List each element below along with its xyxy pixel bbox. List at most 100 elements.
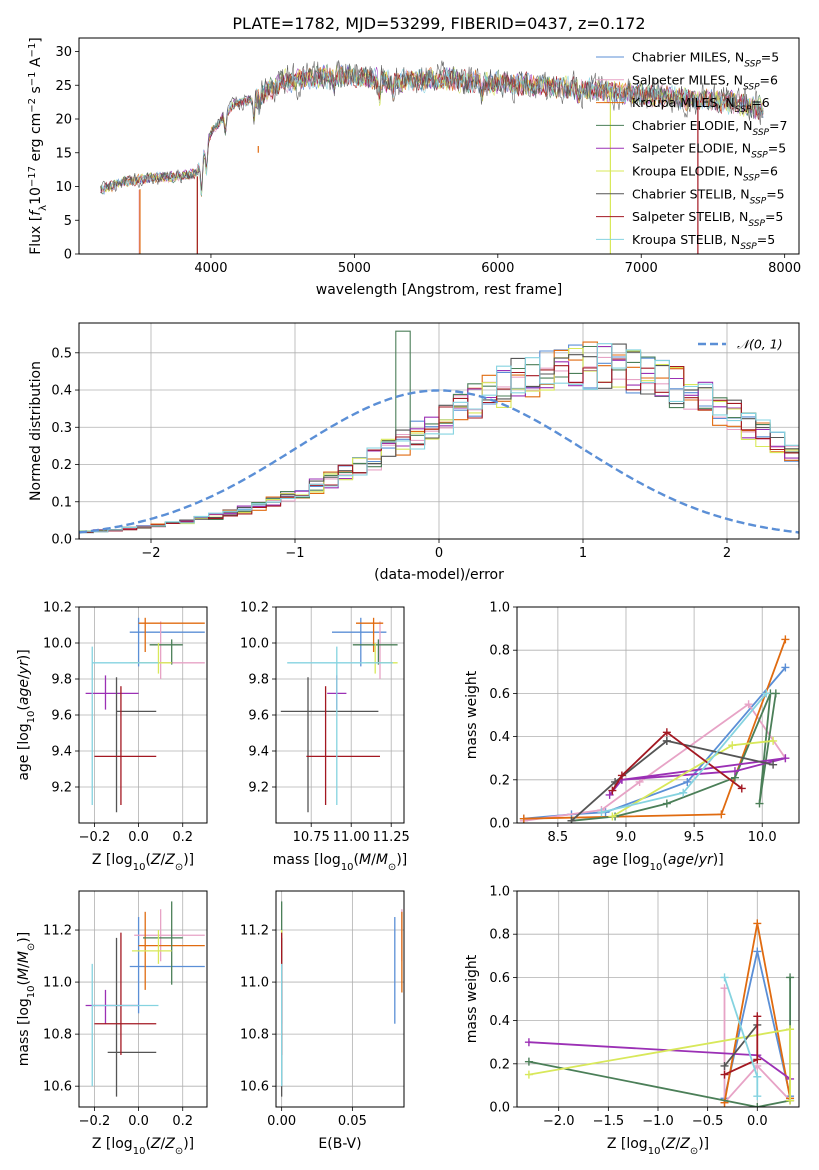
y-tick-label: 0.6 — [489, 687, 510, 702]
weight-marker — [608, 786, 617, 795]
label-part: ( — [662, 852, 667, 868]
y-tick-label: 10.8 — [240, 1028, 269, 1043]
label-part: Z — [164, 1136, 175, 1152]
legend-sub: SSP — [735, 105, 752, 115]
errorbar-chabrier-stelib — [107, 937, 157, 1097]
legend-entry-chabrier-miles: Chabrier MILES, NSSP=5 — [632, 50, 779, 70]
weight-marker — [730, 767, 739, 776]
legend-text: Chabrier MILES, N — [632, 50, 744, 65]
label-part: )] — [183, 852, 194, 868]
label-part: 10 — [26, 985, 37, 998]
legend-entry-salpeter-stelib: Salpeter STELIB, NSSP=5 — [632, 209, 783, 229]
label-part: Z — [150, 852, 161, 868]
axes-frame — [78, 37, 800, 255]
x-axis-label: E(B-V) — [318, 1136, 361, 1152]
weight-marker — [608, 812, 617, 821]
weight-series-chabrier-stelib — [567, 736, 778, 823]
x-axis-label: (data-model)/error — [374, 567, 504, 583]
label-part: Z — [164, 852, 175, 868]
label-part: ( — [145, 1136, 150, 1152]
x-tick-label: 11.00 — [333, 830, 370, 845]
plot-area — [524, 919, 795, 1107]
label-part: Z [log — [92, 1136, 133, 1152]
errorbar-chabrier-elodie — [149, 639, 183, 665]
panel-age-vs-mass: 10.75 11.00 11.25 9.2 9.4 9.6 9.8 10.0 10.2 mass … — [240, 601, 410, 873]
legend-sub: SSP — [750, 196, 767, 206]
label-part: )] — [713, 852, 724, 868]
x-tick-label: 10.75 — [293, 830, 330, 845]
label-part: ⊙ — [175, 1146, 183, 1157]
label-part: )] — [183, 1136, 194, 1152]
axes-frame — [516, 606, 800, 824]
panel-weight-vs-age: 8.5 9.0 9.5 10.0 0.0 0.2 0.4 0.6 0.8 1.0 age [log1… — [464, 601, 800, 873]
weight-line — [723, 1024, 759, 1067]
legend-sub: SSP — [740, 242, 757, 252]
weight-line — [611, 731, 743, 792]
label-part: )] — [16, 649, 32, 660]
weight-series-salpeter-stelib — [608, 728, 746, 795]
x-tick-label: 11.25 — [373, 830, 410, 845]
x-tick-label: 0.2 — [172, 830, 193, 845]
x-tick-label: 6000 — [481, 261, 514, 276]
axes-frame — [275, 890, 405, 1108]
legend-entry-kroupa-stelib: Kroupa STELIB, NSSP=5 — [632, 232, 775, 252]
y-tick-label: 10.6 — [240, 1080, 269, 1095]
plot-area — [85, 617, 205, 813]
y-tick-label: 0.0 — [489, 817, 510, 832]
legend-n: =5 — [757, 232, 775, 247]
weight-marker — [662, 799, 671, 808]
y-tick-label: 10.6 — [43, 1080, 72, 1095]
y-tick-label: 0.2 — [489, 773, 510, 788]
legend-text: Chabrier ELODIE, N — [632, 118, 752, 133]
weight-marker — [753, 947, 762, 956]
axes-frame — [78, 606, 208, 824]
label-part: ⊙ — [175, 862, 183, 873]
label-part: age [log — [592, 852, 649, 868]
label-part: / — [676, 1136, 681, 1152]
label-part: M — [359, 852, 371, 868]
panel-spectrum: 4000 5000 6000 7000 8000 0 5 10 15 20 25 30 waveleng… — [27, 37, 802, 298]
weight-marker — [753, 1103, 762, 1107]
x-tick-label: 0.2 — [172, 1114, 193, 1129]
x-tick-label: 8000 — [768, 261, 801, 276]
weight-marker — [720, 1070, 729, 1079]
legend-sub: SSP — [751, 151, 768, 161]
label-part: / — [694, 852, 699, 868]
y-tick-label: 9.2 — [248, 781, 269, 796]
weight-marker — [781, 754, 790, 763]
legend-entry-kroupa-miles: Kroupa MILES, NSSP=6 — [632, 95, 770, 115]
weight-marker — [605, 790, 614, 799]
weight-marker — [524, 1070, 533, 1079]
x-tick-label: −1.0 — [642, 1114, 674, 1129]
label-part: −2 — [27, 98, 38, 113]
label-part: A — [28, 57, 44, 71]
x-tick-label: 2 — [723, 546, 731, 561]
label-part: Z — [665, 1136, 676, 1152]
x-tick-label: −2.0 — [543, 1114, 575, 1129]
label-part: Z — [679, 1136, 690, 1152]
weight-series-salpeter-stelib — [720, 1012, 762, 1079]
y-tick-label: 11.2 — [240, 924, 269, 939]
legend-n: =7 — [769, 118, 787, 133]
weight-marker — [597, 808, 606, 817]
label-part: ( — [16, 705, 32, 710]
legend-n: =5 — [765, 209, 783, 224]
y-axis-label: mass weight — [464, 954, 480, 1043]
legend-entry-salpeter-elodie: Salpeter ELODIE, NSSP=5 — [632, 141, 786, 161]
weight-marker — [771, 689, 780, 698]
weight-marker — [769, 760, 778, 769]
label-part: ⊙ — [388, 862, 396, 873]
weight-series-kroupa-elodie — [608, 736, 778, 821]
weight-marker — [617, 771, 626, 780]
label-part: M — [16, 968, 32, 980]
y-tick-label: 11.0 — [240, 976, 269, 991]
x-tick-label: 0.0 — [747, 1114, 768, 1129]
legend-sub: SSP — [744, 60, 761, 70]
weight-series-kroupa-elodie — [524, 1025, 795, 1105]
legend-entry-kroupa-elodie: Kroupa ELODIE, NSSP=6 — [632, 164, 778, 184]
x-tick-label: 0.0 — [128, 1114, 149, 1129]
y-tick-label: 0.6 — [489, 971, 510, 986]
weight-marker — [753, 1072, 762, 1081]
label-part: 10 — [650, 862, 663, 873]
panel-mass-vs-ebv: 0.00 0.05 10.6 10.8 11.0 11.2 E(B-V) — [240, 890, 405, 1152]
